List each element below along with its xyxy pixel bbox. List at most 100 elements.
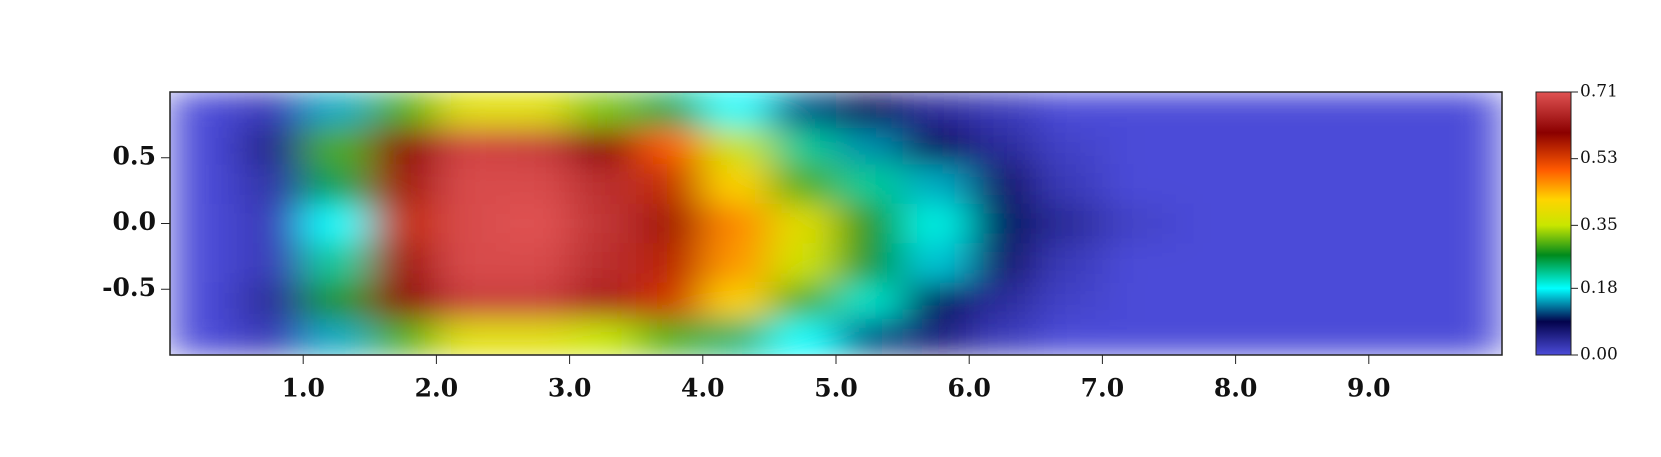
heat-cell <box>503 92 571 129</box>
heat-cell <box>769 164 837 205</box>
heat-cell <box>369 282 437 320</box>
heat-cell <box>1435 282 1502 320</box>
heat-cell <box>1302 203 1370 244</box>
heat-cell <box>1235 128 1303 165</box>
heat-cell <box>236 318 304 355</box>
heat-cell <box>1035 128 1103 165</box>
heat-cell <box>236 128 304 165</box>
heat-cell <box>769 243 837 284</box>
heat-cell <box>969 128 1037 165</box>
heat-cell <box>902 164 970 205</box>
heat-cell <box>1102 318 1170 355</box>
heat-cell <box>303 282 371 320</box>
heat-cell <box>1302 318 1370 355</box>
heat-cell <box>436 164 504 205</box>
heat-cell <box>969 282 1037 320</box>
heat-cell <box>1235 243 1303 284</box>
heat-cell <box>236 203 304 244</box>
heat-cell <box>503 282 571 320</box>
heat-cell <box>503 128 571 165</box>
heat-cell <box>1102 128 1170 165</box>
heat-cell <box>170 92 238 129</box>
heat-cell <box>436 318 504 355</box>
heat-cell <box>569 282 637 320</box>
x-tick-label: 2.0 <box>415 374 459 403</box>
y-tick-label: 0.0 <box>113 207 157 236</box>
heat-cell <box>1302 282 1370 320</box>
heat-cell <box>1169 282 1237 320</box>
heat-cell <box>1102 243 1170 284</box>
x-tick-label: 1.0 <box>281 374 325 403</box>
heat-cell <box>769 318 837 355</box>
heat-cell <box>236 243 304 284</box>
heat-cell <box>636 318 704 355</box>
heat-cell <box>636 282 704 320</box>
x-tick-label: 8.0 <box>1214 374 1258 403</box>
heat-cell <box>1169 164 1237 205</box>
heat-cell <box>303 318 371 355</box>
heat-cell <box>1302 243 1370 284</box>
heat-cell <box>902 318 970 355</box>
heat-cell <box>969 203 1037 244</box>
heat-cell <box>436 92 504 129</box>
heat-cell <box>1235 164 1303 205</box>
heat-cell <box>1435 128 1502 165</box>
heat-cell <box>1035 282 1103 320</box>
heat-cell <box>836 92 904 129</box>
heat-cell <box>1169 243 1237 284</box>
heat-cell <box>1102 282 1170 320</box>
heat-cell <box>969 243 1037 284</box>
heat-cell <box>436 128 504 165</box>
heat-cell <box>1368 164 1436 205</box>
heat-cell <box>902 203 970 244</box>
heat-cell <box>702 243 770 284</box>
heat-cell <box>170 128 238 165</box>
heat-cell <box>702 203 770 244</box>
heat-cell <box>303 164 371 205</box>
heat-cell <box>1102 92 1170 129</box>
heat-cell <box>1368 243 1436 284</box>
heat-cell <box>636 203 704 244</box>
heat-cell <box>769 203 837 244</box>
heat-cell <box>836 128 904 165</box>
heat-cell <box>1102 203 1170 244</box>
heat-cell <box>170 282 238 320</box>
heat-cell <box>369 243 437 284</box>
heat-cell <box>1302 128 1370 165</box>
colorbar-tick-label: 0.53 <box>1580 148 1618 168</box>
heat-cell <box>1235 318 1303 355</box>
x-tick-label: 4.0 <box>681 374 725 403</box>
heat-cell <box>702 318 770 355</box>
heat-cell <box>303 243 371 284</box>
heat-cell <box>436 203 504 244</box>
heat-cell <box>569 92 637 129</box>
heat-cell <box>369 203 437 244</box>
heat-cell <box>369 318 437 355</box>
x-tick-label: 6.0 <box>947 374 991 403</box>
x-tick-label: 5.0 <box>814 374 858 403</box>
heat-cell <box>170 164 238 205</box>
heat-cell <box>1435 164 1502 205</box>
heat-cell <box>836 282 904 320</box>
heat-cell <box>569 164 637 205</box>
heat-cell <box>503 318 571 355</box>
heat-cell <box>170 203 238 244</box>
heat-cell <box>236 92 304 129</box>
y-tick-label: 0.5 <box>113 141 157 170</box>
heat-cell <box>170 243 238 284</box>
heat-cell <box>503 164 571 205</box>
heat-cell <box>902 243 970 284</box>
heat-cell <box>1035 318 1103 355</box>
heat-cell <box>1368 282 1436 320</box>
heat-cell <box>1435 318 1502 355</box>
heat-cell <box>702 164 770 205</box>
heat-cell <box>769 282 837 320</box>
heat-cell <box>569 203 637 244</box>
heat-cell <box>836 164 904 205</box>
heat-cell <box>902 128 970 165</box>
heat-cell <box>702 282 770 320</box>
heat-cell <box>1368 92 1436 129</box>
heat-cell <box>436 243 504 284</box>
heat-cell <box>170 318 238 355</box>
